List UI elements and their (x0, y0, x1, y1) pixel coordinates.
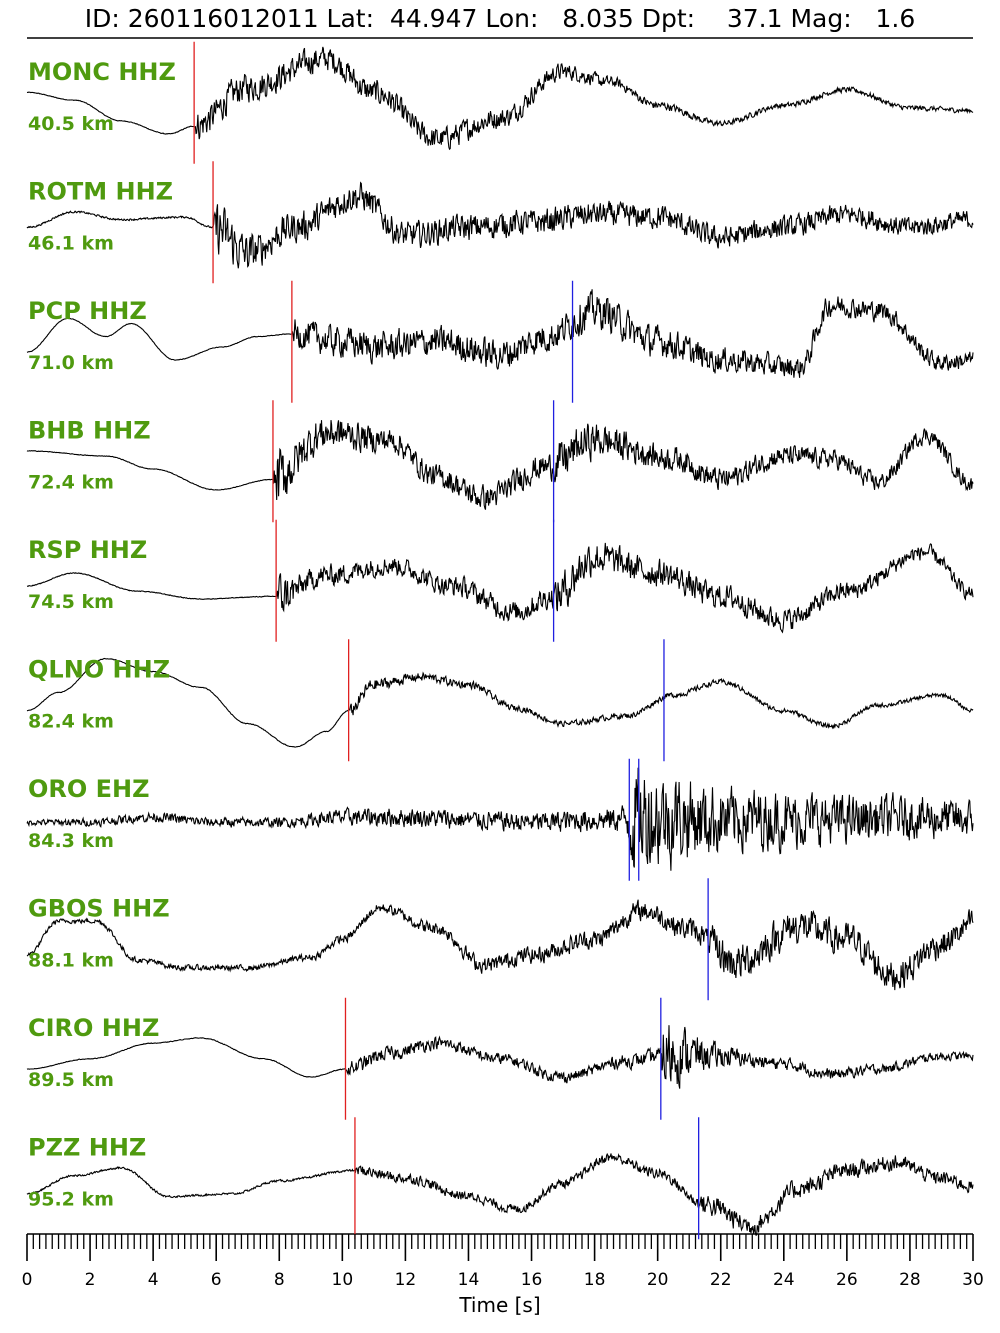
x-tick-label: 28 (899, 1270, 921, 1290)
trace-rsp-hhz: RSP HHZ 74.5 km (26, 519, 974, 642)
x-tick-label: 6 (211, 1270, 222, 1290)
waveform-line (26, 420, 974, 510)
waveform-line (26, 899, 974, 991)
waveform-line (26, 46, 974, 151)
distance-label: 40.5 km (28, 113, 114, 135)
station-label: BHB HHZ (28, 416, 151, 444)
distance-label: 84.3 km (28, 830, 114, 852)
x-tick-label: 16 (521, 1270, 543, 1290)
trace-oro-ehz: ORO EHZ 84.3 km (26, 758, 974, 881)
station-label: RSP HHZ (28, 536, 147, 564)
x-tick-label: 12 (395, 1270, 417, 1290)
station-label: GBOS HHZ (28, 894, 170, 922)
x-tick-label: 26 (836, 1270, 858, 1290)
station-label: CIRO HHZ (28, 1014, 159, 1042)
x-tick-label: 10 (332, 1270, 354, 1290)
waveform-line (26, 289, 974, 378)
trace-ciro-hhz: CIRO HHZ 89.5 km (26, 997, 974, 1120)
trace-gbos-hhz: GBOS HHZ 88.1 km (26, 878, 974, 1001)
trace-rotm-hhz: ROTM HHZ 46.1 km (26, 161, 974, 284)
distance-label: 71.0 km (28, 352, 114, 374)
station-label: ROTM HHZ (28, 177, 173, 205)
x-axis-label: Time [s] (458, 1293, 540, 1317)
distance-label: 72.4 km (28, 471, 114, 493)
waveform-line (26, 657, 974, 748)
trace-pcp-hhz: PCP HHZ 71.0 km (26, 280, 974, 403)
x-tick-label: 24 (773, 1270, 795, 1290)
x-tick-label: 20 (647, 1270, 669, 1290)
distance-label: 88.1 km (28, 949, 114, 971)
distance-label: 89.5 km (28, 1069, 114, 1091)
x-tick-label: 4 (148, 1270, 159, 1290)
x-tick-label: 8 (274, 1270, 285, 1290)
waveform-line (26, 181, 974, 269)
trace-pzz-hhz: PZZ HHZ 95.2 km (26, 1117, 974, 1240)
x-tick-label: 30 (962, 1270, 984, 1290)
station-label: PZZ HHZ (28, 1133, 146, 1161)
x-tick-label: 22 (710, 1270, 732, 1290)
trace-qlno-hhz: QLNO HHZ 82.4 km (26, 639, 974, 762)
chart-title: ID: 260116012011 Lat: 44.947 Lon: 8.035 … (84, 4, 916, 33)
waveform-line (26, 767, 974, 871)
station-label: PCP HHZ (28, 297, 147, 325)
x-tick-label: 0 (22, 1270, 33, 1290)
waveform-line (26, 542, 974, 634)
distance-label: 74.5 km (28, 591, 114, 613)
station-label: MONC HHZ (28, 58, 176, 86)
x-tick-label: 18 (584, 1270, 606, 1290)
x-tick-label: 2 (85, 1270, 96, 1290)
station-label: ORO EHZ (28, 775, 150, 803)
station-label: QLNO HHZ (28, 655, 170, 683)
distance-label: 46.1 km (28, 232, 114, 254)
trace-group: MONC HHZ 40.5 km ROTM HHZ 46.1 km PCP HHZ 71.… (26, 41, 974, 1240)
x-ticks: 0 2 4 6 8 10 12 14 16 18 20 22 24 26 28 30 (22, 1234, 984, 1290)
distance-label: 82.4 km (28, 710, 114, 732)
trace-monc-hhz: MONC HHZ 40.5 km (26, 41, 974, 164)
waveform-line (26, 1152, 974, 1237)
trace-bhb-hhz: BHB HHZ 72.4 km (26, 400, 974, 523)
x-tick-label: 14 (458, 1270, 480, 1290)
distance-label: 95.2 km (28, 1188, 114, 1210)
waveform-line (26, 1025, 974, 1089)
